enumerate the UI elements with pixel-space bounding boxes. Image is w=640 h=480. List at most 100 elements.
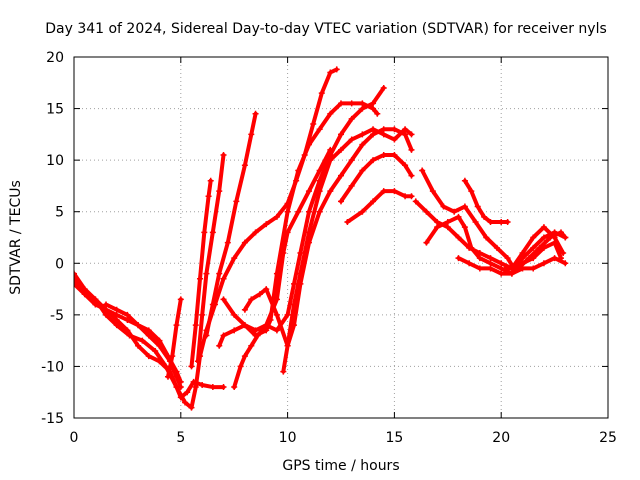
data-point-marker <box>297 249 304 256</box>
x-axis-label: GPS time / hours <box>282 458 399 474</box>
data-point-marker <box>297 270 304 277</box>
data-point-marker <box>209 301 216 308</box>
y-tick-label: 5 <box>55 205 64 221</box>
data-point-marker <box>493 244 500 251</box>
data-point-marker <box>231 384 238 391</box>
data-point-marker <box>338 146 344 153</box>
y-tick-label: -15 <box>41 411 64 427</box>
data-point-marker <box>280 368 287 375</box>
data-point-marker <box>434 219 441 226</box>
data-point-marker <box>344 219 351 226</box>
data-point-marker <box>338 100 344 107</box>
data-point-marker <box>359 141 366 148</box>
data-point-marker <box>412 198 419 205</box>
data-point-marker <box>103 311 110 318</box>
data-point-marker <box>391 151 398 158</box>
data-point-marker <box>547 234 554 241</box>
data-point-marker <box>124 327 131 334</box>
data-point-marker <box>310 121 317 128</box>
data-point-marker <box>233 198 240 205</box>
data-point-marker <box>540 234 547 241</box>
data-point-marker <box>408 146 415 153</box>
data-point-marker <box>145 353 152 360</box>
data-point-marker <box>359 131 366 138</box>
data-point-marker <box>74 270 77 277</box>
chart-title: Day 341 of 2024, Sidereal Day-to-day VTE… <box>45 21 607 37</box>
data-point-marker <box>273 296 280 303</box>
data-point-marker <box>203 332 210 339</box>
data-point-marker <box>374 110 381 117</box>
data-point-marker <box>451 208 458 215</box>
data-point-marker <box>348 157 355 164</box>
series-arc-11 <box>231 146 334 391</box>
series-arc-6 <box>188 177 214 370</box>
data-point-marker <box>182 399 189 406</box>
data-point-marker <box>103 306 110 313</box>
data-point-marker <box>248 342 255 349</box>
data-point-marker <box>402 162 409 169</box>
data-point-marker <box>498 270 505 277</box>
data-point-marker <box>284 229 291 236</box>
data-point-marker <box>348 115 355 122</box>
data-point-marker <box>504 255 511 262</box>
data-point-marker <box>333 66 340 73</box>
data-point-marker <box>525 255 532 262</box>
data-point-marker <box>530 234 537 241</box>
data-point-marker <box>139 337 146 344</box>
data-point-marker <box>252 110 259 117</box>
series-line <box>195 153 226 364</box>
data-point-marker <box>487 260 494 267</box>
data-point-marker <box>476 255 483 262</box>
data-point-marker <box>273 327 280 334</box>
data-point-marker <box>81 286 88 293</box>
data-point-marker <box>472 219 479 226</box>
data-point-marker <box>169 353 176 360</box>
data-point-marker <box>199 311 206 318</box>
y-tick-label: 10 <box>46 153 64 169</box>
data-point-marker <box>113 322 120 329</box>
data-point-marker <box>207 177 214 184</box>
data-point-marker <box>318 90 325 97</box>
data-point-marker <box>502 265 509 272</box>
series-arc-12 <box>241 126 415 349</box>
data-point-marker <box>498 219 505 226</box>
data-point-marker <box>291 280 298 287</box>
data-point-marker <box>508 270 515 277</box>
data-point-marker <box>558 229 565 236</box>
data-point-marker <box>327 69 334 76</box>
series-arc-8 <box>203 110 259 339</box>
data-point-marker <box>263 221 270 228</box>
series-arc-5 <box>164 296 184 380</box>
data-point-marker <box>248 296 255 303</box>
data-point-marker <box>254 332 261 339</box>
data-point-marker <box>177 378 184 385</box>
data-point-marker <box>152 347 159 354</box>
data-point-marker <box>190 378 197 385</box>
x-tick-label: 10 <box>279 430 297 446</box>
data-point-marker <box>408 131 415 138</box>
data-point-marker <box>220 275 227 282</box>
data-point-marker <box>291 301 298 308</box>
data-point-marker <box>241 353 248 360</box>
data-point-marker <box>402 126 409 133</box>
data-point-marker <box>419 167 426 174</box>
data-point-marker <box>113 311 120 318</box>
data-point-marker <box>177 296 184 303</box>
data-point-marker <box>391 136 398 143</box>
data-point-marker <box>359 105 366 112</box>
series-arc-4 <box>103 301 184 385</box>
data-point-marker <box>444 219 451 226</box>
y-axis-label: SDTVAR / TECUs <box>8 180 24 295</box>
series-line <box>339 153 414 204</box>
data-point-marker <box>103 301 110 308</box>
data-point-marker <box>273 213 280 220</box>
data-point-marker <box>536 244 543 251</box>
data-point-marker <box>487 265 494 272</box>
data-point-marker <box>241 322 248 329</box>
series-arc-21 <box>502 229 569 272</box>
data-point-marker <box>256 291 263 298</box>
data-point-marker <box>220 332 227 339</box>
data-point-marker <box>487 219 494 226</box>
data-point-marker <box>220 296 227 303</box>
data-point-marker <box>461 203 468 210</box>
